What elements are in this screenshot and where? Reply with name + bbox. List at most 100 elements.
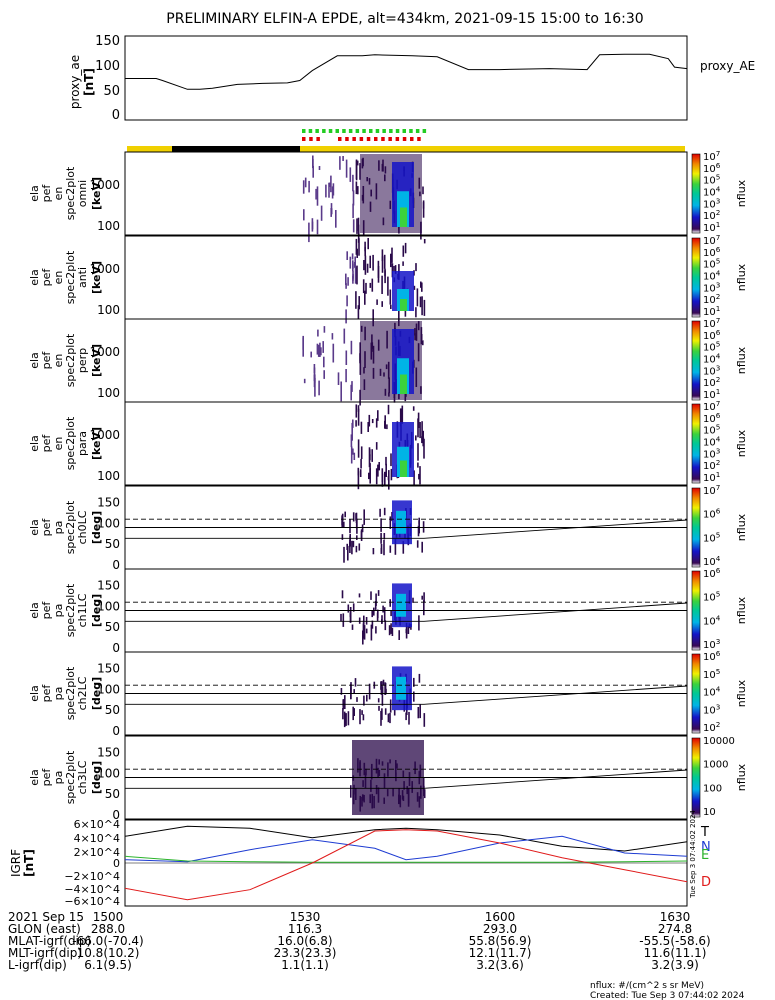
- colorbar-tick-label: 101: [703, 387, 720, 401]
- proxy-ae-panel: 150 100 50 0 proxy_ae [nT] proxy_AE: [68, 34, 755, 123]
- flux-speck: [359, 469, 362, 477]
- flux-speck: [308, 222, 310, 243]
- flux-speck: [366, 263, 369, 273]
- flux-speck: [355, 545, 358, 553]
- flux-speck: [371, 610, 373, 618]
- flux-speck: [330, 208, 332, 217]
- flux-speck: [347, 604, 350, 613]
- flux-speck: [422, 340, 424, 346]
- panel-ylabel: ela: [28, 519, 41, 536]
- flux-speck: [390, 468, 393, 481]
- ephemeris-value: 6.1(9.5): [84, 958, 132, 972]
- colorbar-tick-label: 107: [703, 483, 720, 497]
- flux-speck: [357, 408, 360, 426]
- flux-speck: [377, 590, 380, 596]
- flux-speck: [384, 708, 387, 715]
- zone-dash-green: [362, 129, 366, 133]
- pitch-angle-ytick: 50: [105, 620, 120, 634]
- flux-speck: [423, 600, 425, 616]
- igrf-ytick: −6×10^4: [64, 895, 120, 908]
- pitch-angle-frame: [124, 735, 688, 820]
- zone-dash-green: [395, 129, 400, 133]
- colorbar: [691, 403, 701, 484]
- flux-speck: [352, 603, 355, 612]
- panel-ylabel: spec2plot: [64, 250, 77, 304]
- colorbar-tick-label: 101: [703, 470, 720, 484]
- panel-ylabel: [deg]: [90, 677, 103, 710]
- flux-speck: [389, 712, 391, 724]
- zone-dash-red: [381, 137, 385, 141]
- proxy-ae-legend: proxy_AE: [700, 59, 755, 73]
- zone-dash-green: [415, 129, 420, 133]
- panel-ylabel: pef: [40, 518, 53, 537]
- flux-speck: [417, 707, 420, 719]
- colorbar-tick-label: 1000: [703, 760, 728, 771]
- pitch-angle-panel: 150 100 50 0 ela pef pa spec2plot ch0LC [deg] 107 1…: [28, 483, 748, 572]
- flux-speck: [341, 515, 343, 528]
- loss-cone-line: [125, 685, 688, 705]
- flux-speck: [370, 624, 373, 641]
- flux-speck: [402, 261, 404, 266]
- ephemeris-table: 2021 Sep 15 1500 1530 1600 1630 GLON (east) 28…: [8, 910, 711, 972]
- flux-speck: [355, 159, 358, 180]
- colorbar-tick-label: 107: [703, 399, 720, 413]
- colorbar-tick-label: 104: [703, 435, 721, 449]
- colorbar: [691, 320, 701, 401]
- flux-speck: [407, 625, 410, 634]
- panel-ylabel: ela: [28, 769, 41, 786]
- flux-speck: [375, 626, 377, 634]
- flux-speck: [415, 263, 417, 272]
- flux-speck: [360, 421, 363, 434]
- colorbar-tick-label: 107: [703, 316, 720, 330]
- flux-speck: [350, 785, 352, 798]
- spectrogram-ytick: 100: [97, 219, 120, 233]
- flux-speck: [420, 281, 422, 288]
- spectrogram-ytick: 1000: [89, 262, 120, 276]
- flux-speck: [367, 238, 369, 250]
- colorbar-tick-label: 105: [703, 340, 720, 354]
- flux-burst-peak: [400, 207, 407, 227]
- flux-speck: [393, 266, 395, 272]
- flux-speck: [384, 620, 387, 631]
- flux-speck: [372, 254, 374, 271]
- panel-ylabel: pa: [52, 771, 65, 785]
- spectrogram-ytick: 100: [97, 469, 120, 483]
- flux-speck: [359, 709, 361, 725]
- flux-speck: [418, 615, 420, 631]
- flux-speck: [365, 617, 368, 625]
- colorbar-tick-label: 102: [703, 375, 720, 389]
- flux-speck: [413, 285, 416, 290]
- flux-speck: [351, 381, 353, 392]
- flux-speck: [365, 628, 368, 634]
- flux-speck: [373, 607, 375, 616]
- flux-speck: [342, 156, 344, 161]
- flux-speck: [413, 691, 415, 702]
- ephemeris-value: 1500: [93, 910, 124, 924]
- zone-dash-green: [355, 129, 360, 133]
- timestamp-vertical: Tue Sep 3 07:44:02 2024: [689, 810, 697, 899]
- panel-ylabel: pef: [40, 184, 53, 203]
- colorbar-tick-label: 103: [703, 280, 720, 294]
- flux-speck: [342, 613, 345, 627]
- colorbar-tick-label: 102: [703, 720, 720, 734]
- zone-dash-green: [389, 129, 393, 133]
- igrf-ytick: 0: [113, 857, 120, 870]
- pitch-angle-ytick: 0: [112, 558, 120, 572]
- figure-title: PRELIMINARY ELFIN-A EPDE, alt=434km, 202…: [166, 11, 643, 27]
- colorbar-tick-label: 104: [703, 685, 721, 699]
- colorbar-tick-label: 100: [703, 783, 722, 794]
- flux-speck: [335, 210, 337, 228]
- flux-speck: [364, 246, 366, 257]
- flux-speck: [312, 165, 314, 178]
- proxy-ae-line: [125, 53, 688, 90]
- flux-speck: [340, 381, 342, 402]
- panel-ylabel: [keV]: [90, 177, 103, 210]
- flux-speck: [364, 255, 367, 275]
- spectrogram-ytick: 1000: [89, 428, 120, 442]
- flux-speck: [383, 607, 386, 613]
- flux-speck: [423, 592, 425, 603]
- flux-speck: [369, 255, 371, 269]
- ephemeris-value: -55.5(-58.6): [639, 934, 710, 948]
- flux-speck: [380, 681, 382, 690]
